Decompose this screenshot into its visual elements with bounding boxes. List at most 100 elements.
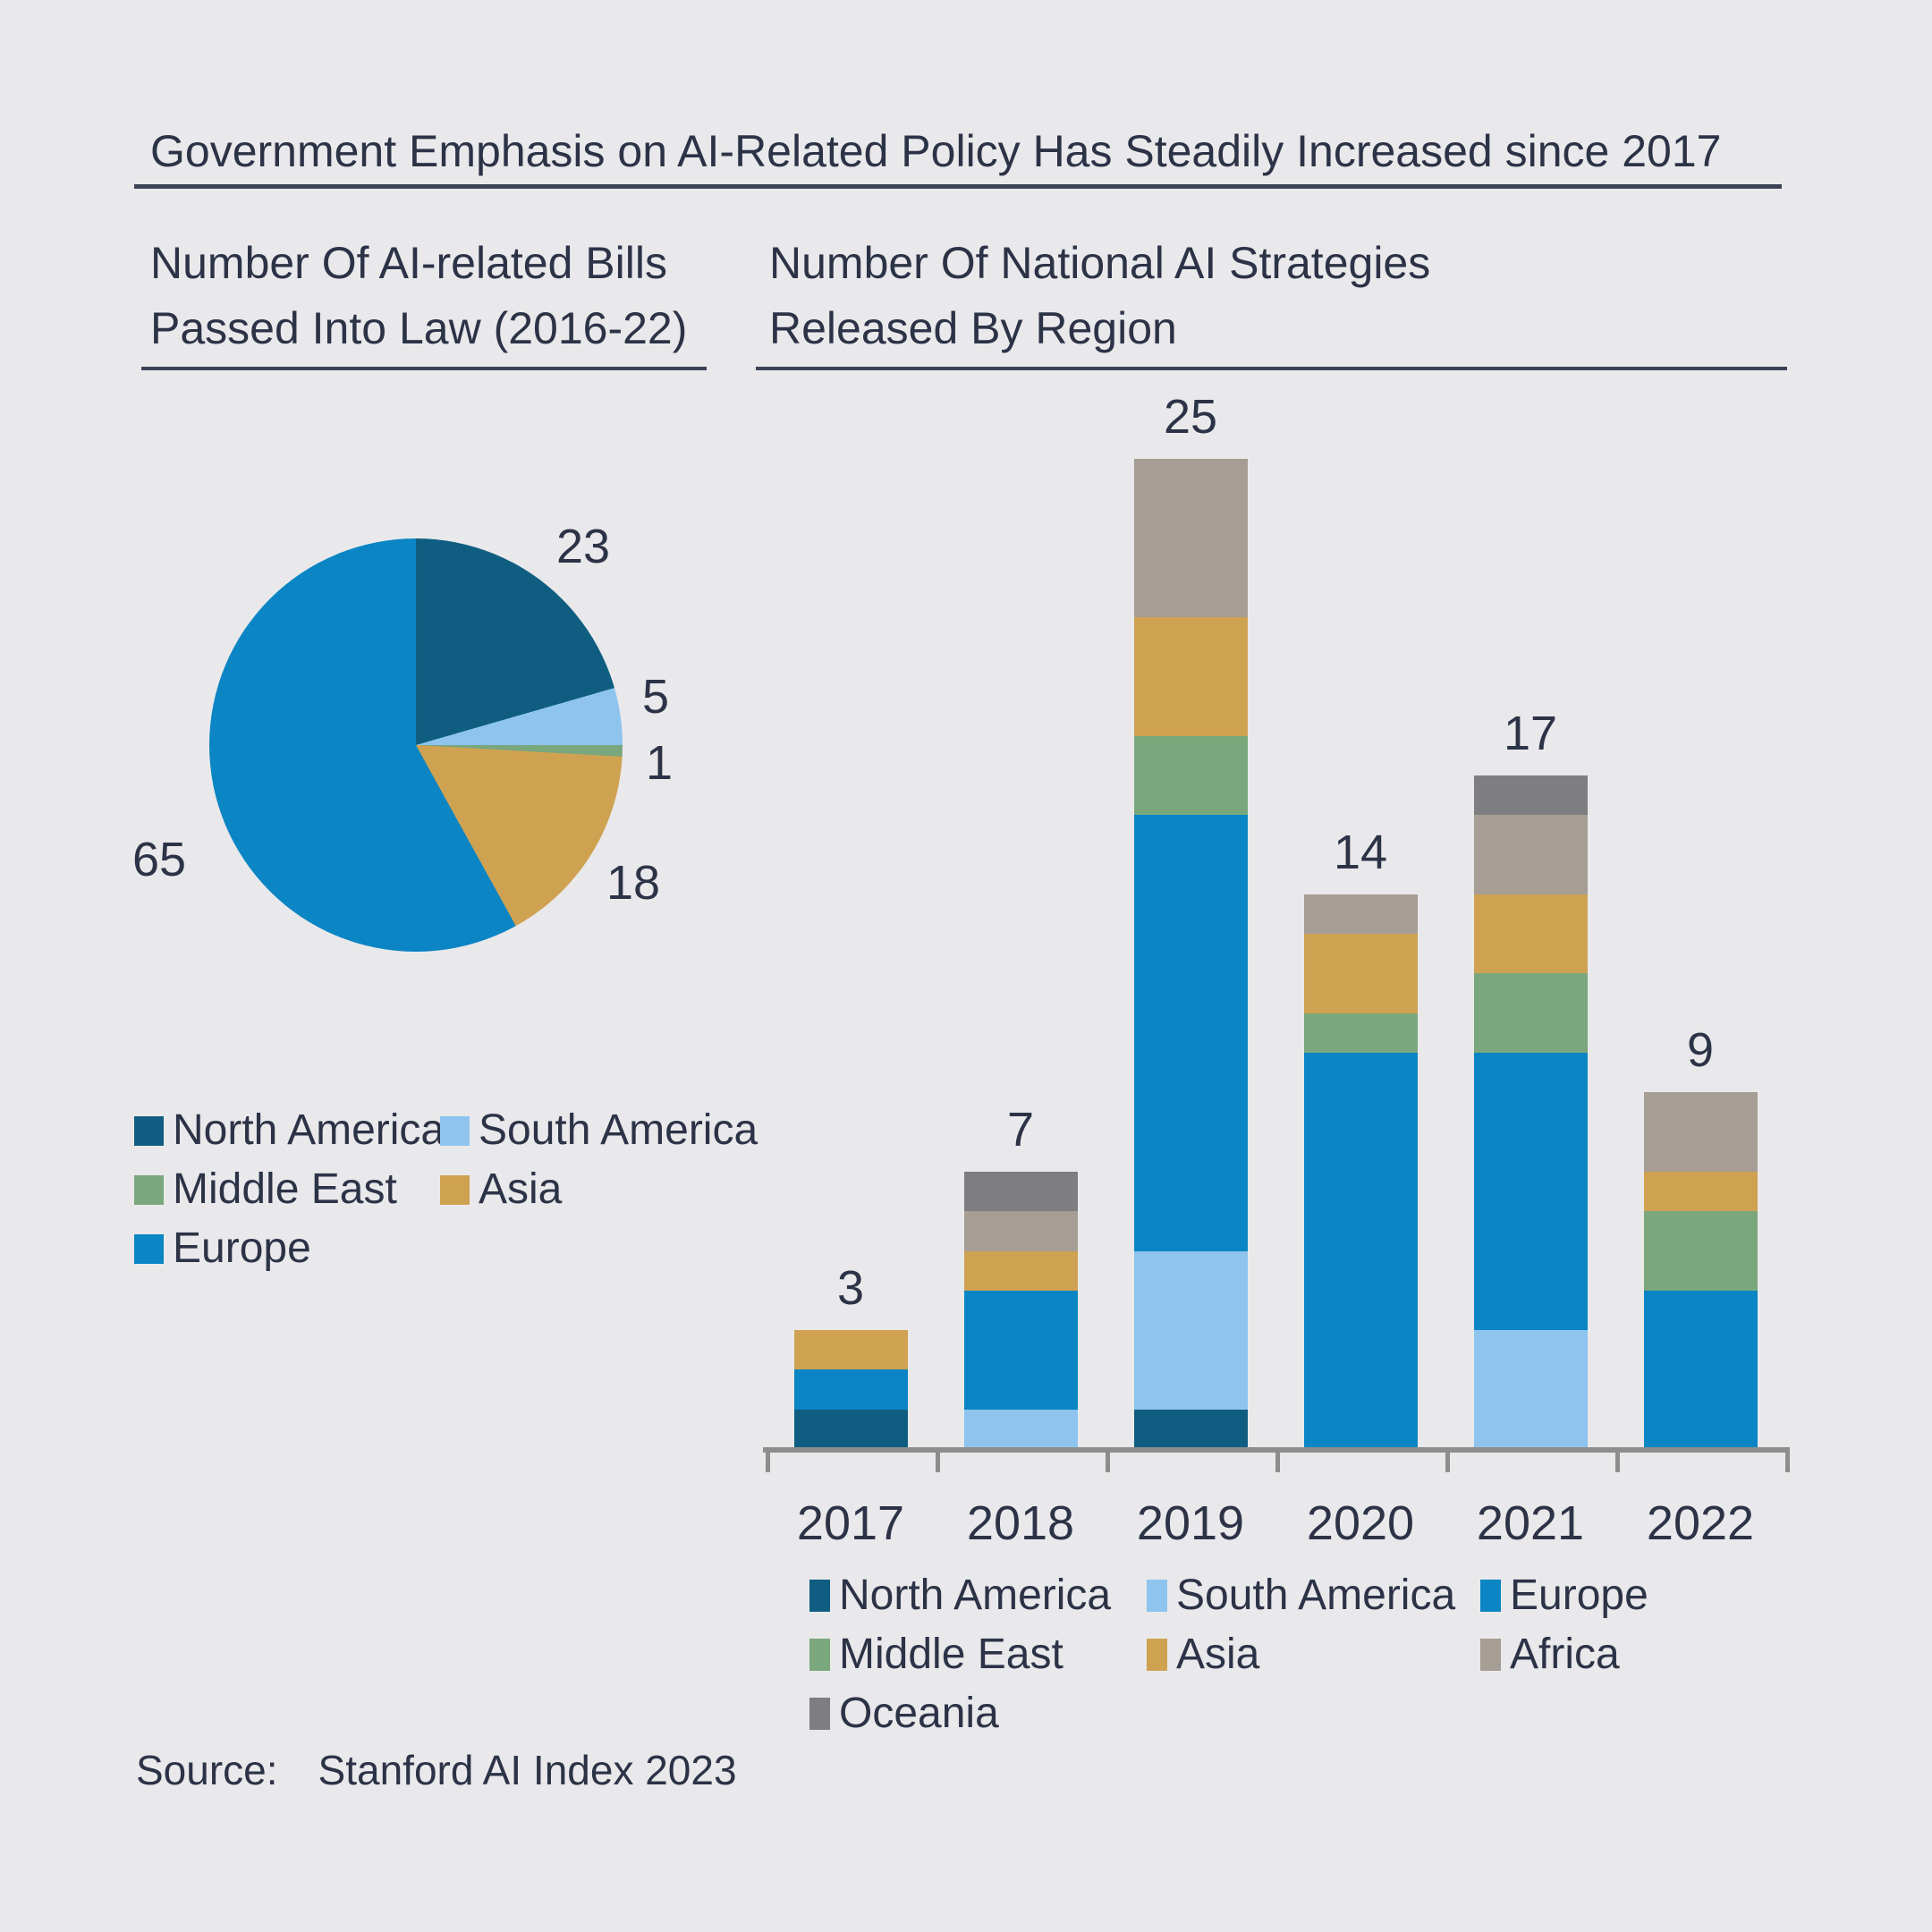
legend-item-europe: Europe <box>134 1225 440 1272</box>
pie-value-label-south-america: 5 <box>642 670 670 724</box>
legend-swatch-south-america <box>1147 1580 1167 1612</box>
legend-item-north-america: North America <box>809 1572 1147 1619</box>
bar-segment-asia-2021 <box>1473 894 1588 974</box>
bar-segment-asia-2022 <box>1643 1171 1758 1212</box>
bar-segment-asia-2019 <box>1133 616 1248 736</box>
pie-chart <box>209 538 623 952</box>
bar-segment-africa-2022 <box>1643 1092 1758 1172</box>
x-axis-tick <box>1785 1449 1790 1472</box>
bar-segment-south-america-2021 <box>1473 1330 1588 1449</box>
pie-legend: North America South America Middle East Asi… <box>134 1107 758 1272</box>
bar-plot: 3 7 25 14 17 9 <box>766 376 1785 1449</box>
legend-swatch-north-america <box>809 1580 830 1612</box>
pie-chart-title: Number Of AI-related Bills Passed Into L… <box>150 238 688 353</box>
page-title: Government Emphasis on AI-Related Policy… <box>150 126 1722 176</box>
bar-segment-africa-2021 <box>1473 815 1588 894</box>
x-tick-label-2017: 2017 <box>796 1496 905 1550</box>
legend-label-north-america: North America <box>839 1572 1112 1619</box>
legend-item-asia: Asia <box>440 1166 758 1213</box>
bar-segment-europe-2022 <box>1643 1290 1758 1449</box>
pie-value-label-asia: 18 <box>606 856 661 910</box>
legend-swatch-asia <box>440 1174 470 1205</box>
bar-segment-africa-2020 <box>1303 894 1418 935</box>
bar-total-label-2017: 3 <box>836 1261 865 1316</box>
bar-segment-europe-2020 <box>1303 1053 1418 1449</box>
x-tick-label-2019: 2019 <box>1136 1496 1245 1550</box>
pie-value-label-europe: 65 <box>132 833 187 886</box>
pie-title-rule <box>141 367 707 370</box>
legend-item-oceania: Oceania <box>809 1690 1147 1737</box>
legend-label-south-america: South America <box>1176 1572 1456 1619</box>
source-label: Source: <box>136 1747 278 1793</box>
legend-swatch-europe <box>1480 1580 1501 1612</box>
bar-segment-oceania-2018 <box>963 1171 1078 1212</box>
legend-label-middle-east: Middle East <box>839 1631 1063 1678</box>
legend-swatch-north-america <box>134 1115 164 1146</box>
legend-item-middle-east: Middle East <box>134 1166 440 1213</box>
bar-segment-europe-2017 <box>793 1369 908 1410</box>
x-axis-labels: 2017 2018 2019 2020 2021 2022 <box>766 1496 1785 1550</box>
bar-segment-north-america-2017 <box>793 1409 908 1449</box>
legend-swatch-asia <box>1147 1639 1167 1671</box>
legend-swatch-oceania <box>809 1698 830 1730</box>
legend-item-south-america: South America <box>440 1107 758 1154</box>
legend-swatch-south-america <box>440 1115 470 1146</box>
source-value: Stanford AI Index 2023 <box>318 1747 737 1793</box>
bar-total-label-2019: 25 <box>1163 389 1218 444</box>
x-tick-label-2021: 2021 <box>1476 1496 1585 1550</box>
legend-item-middle-east: Middle East <box>809 1631 1147 1678</box>
bar-segment-oceania-2021 <box>1473 775 1588 816</box>
bar-segment-south-america-2018 <box>963 1409 1078 1449</box>
x-axis-tick <box>1275 1449 1280 1472</box>
bar-segment-asia-2020 <box>1303 934 1418 1013</box>
x-axis-tick <box>936 1449 940 1472</box>
pie-value-label-north-america: 23 <box>556 520 611 573</box>
legend-item-europe: Europe <box>1480 1572 1648 1619</box>
x-tick-label-2022: 2022 <box>1646 1496 1755 1550</box>
legend-label-asia: Asia <box>1176 1631 1260 1678</box>
pie-value-label-middle-east: 1 <box>646 736 674 790</box>
bar-segment-middle-east-2022 <box>1643 1211 1758 1291</box>
title-rule <box>134 184 1782 189</box>
legend-swatch-europe <box>134 1233 164 1264</box>
legend-label-middle-east: Middle East <box>173 1165 397 1213</box>
bar-chart-title: Number Of National AI Strategies Release… <box>769 238 1431 353</box>
legend-label-asia: Asia <box>479 1165 563 1213</box>
x-tick-label-2020: 2020 <box>1306 1496 1415 1550</box>
x-axis-tick <box>766 1449 770 1472</box>
legend-swatch-middle-east <box>134 1174 164 1205</box>
legend-label-europe: Europe <box>173 1224 311 1272</box>
bar-segment-middle-east-2019 <box>1133 735 1248 816</box>
bar-segment-asia-2018 <box>963 1250 1078 1291</box>
x-axis-tick <box>1445 1449 1450 1472</box>
bar-segment-europe-2021 <box>1473 1053 1588 1331</box>
source-line: Source: Stanford AI Index 2023 <box>136 1746 737 1794</box>
bar-total-label-2018: 7 <box>1006 1102 1035 1157</box>
bar-segment-africa-2018 <box>963 1211 1078 1251</box>
legend-item-asia: Asia <box>1147 1631 1480 1678</box>
legend-label-oceania: Oceania <box>839 1690 999 1737</box>
bar-total-label-2020: 14 <box>1333 825 1388 879</box>
bar-segment-africa-2019 <box>1133 458 1248 617</box>
legend-item-africa: Africa <box>1480 1631 1648 1678</box>
x-tick-label-2018: 2018 <box>966 1496 1075 1550</box>
bar-title-rule <box>756 367 1787 370</box>
bar-total-label-2021: 17 <box>1503 706 1558 760</box>
x-axis-tick <box>1106 1449 1110 1472</box>
legend-label-south-america: South America <box>479 1106 758 1154</box>
x-axis-tick <box>1615 1449 1620 1472</box>
bar-legend: North America South America Europe Middle E… <box>809 1572 1648 1737</box>
legend-swatch-africa <box>1480 1639 1501 1671</box>
legend-item-north-america: North America <box>134 1107 445 1154</box>
bar-segment-europe-2018 <box>963 1290 1078 1410</box>
bar-segment-middle-east-2021 <box>1473 973 1588 1053</box>
legend-label-europe: Europe <box>1510 1572 1648 1619</box>
legend-label-africa: Africa <box>1510 1631 1620 1678</box>
bar-segment-north-america-2019 <box>1133 1409 1248 1449</box>
bar-segment-europe-2019 <box>1133 815 1248 1251</box>
bar-segment-middle-east-2020 <box>1303 1013 1418 1053</box>
legend-swatch-middle-east <box>809 1639 830 1671</box>
legend-label-north-america: North America <box>173 1106 445 1154</box>
bar-total-label-2022: 9 <box>1686 1023 1715 1078</box>
